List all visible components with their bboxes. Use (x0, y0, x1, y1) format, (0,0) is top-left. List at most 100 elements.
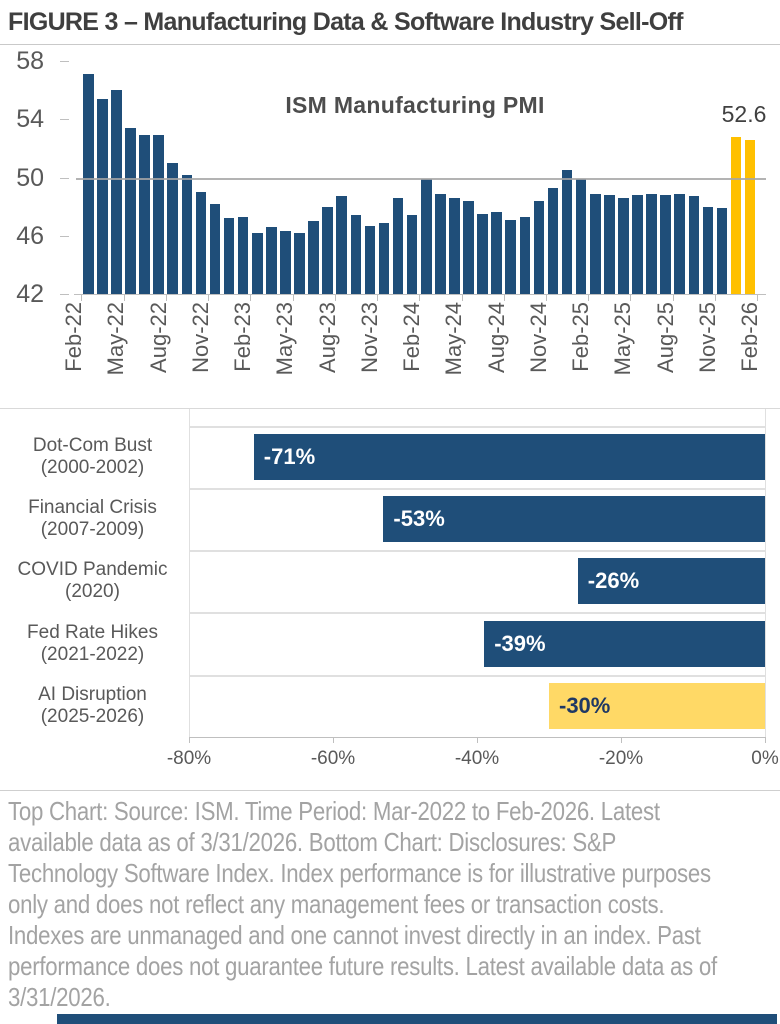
selloff-x-axis-tick (621, 737, 622, 743)
x-axis-tick (334, 294, 336, 301)
y-axis-tick (60, 61, 69, 62)
x-axis-tick (377, 294, 379, 301)
x-axis-tick-label: Feb-24 (399, 302, 425, 390)
x-axis-tick-label: Nov-25 (694, 302, 720, 390)
pmi-bar (688, 196, 700, 294)
x-axis-tick-label-text: Feb-22 (61, 302, 87, 372)
selloff-bar (253, 433, 765, 480)
selloff-bar-value-label: -53% (393, 506, 445, 532)
pmi-bar (294, 232, 305, 294)
selloff-x-axis-tick-label: 0% (751, 748, 779, 769)
pmi-bar (251, 232, 263, 294)
selloff-x-axis-tick (333, 737, 334, 743)
selloff-x-axis-tick (189, 737, 190, 743)
pmi-bar (364, 225, 376, 294)
selloff-bar (577, 558, 765, 605)
x-axis-tick (419, 294, 421, 301)
x-axis-tick-label: Aug-23 (315, 302, 340, 390)
row-separator (189, 674, 765, 677)
y-axis-tick (60, 177, 69, 179)
pmi-bar (575, 178, 587, 294)
x-axis-tick-label-text: Nov-25 (694, 302, 720, 373)
pmi-bar (420, 178, 432, 294)
pmi-chart-title: ISM Manufacturing PMI (285, 92, 545, 118)
x-axis-tick-label-text: May-25 (610, 302, 636, 376)
x-axis-tick (714, 294, 716, 301)
x-axis-tick (123, 294, 125, 301)
category-label: AI Disruption (2025-2026) (38, 683, 147, 727)
selloff-x-axis-tick-label: -80% (166, 748, 212, 769)
row-separator (189, 550, 765, 553)
pmi-bar (660, 194, 671, 294)
x-axis-tick-label: Aug-22 (145, 302, 171, 390)
selloff-x-axis-tick (477, 737, 478, 743)
x-axis-tick-label-text: Feb-26 (737, 302, 763, 372)
pmi-bar (111, 90, 122, 294)
pmi-bar (674, 193, 686, 294)
x-axis-tick (250, 294, 252, 301)
y-axis-tick (60, 119, 69, 121)
x-axis-tick-label-text: Aug-24 (483, 302, 509, 373)
pmi-bar (223, 218, 235, 294)
title-divider (0, 44, 780, 45)
x-axis-tick (81, 294, 83, 301)
figure-title: FIGURE 3 – Manufacturing Data & Software… (8, 8, 683, 36)
pmi-bar (646, 193, 657, 294)
selloff-bar-highlighted (549, 682, 765, 729)
x-axis-tick (672, 294, 674, 301)
pmi-bar (463, 200, 474, 294)
selloff-x-axis-tick-label: -40% (454, 748, 500, 769)
pmi-bar (589, 193, 601, 294)
category-label: COVID Pandemic (2020) (17, 559, 168, 603)
pmi-bar (308, 221, 319, 294)
pmi-bar (547, 187, 559, 294)
pmi-bar (167, 162, 179, 294)
selloff-x-axis-tick-label: -60% (310, 748, 356, 769)
pmi-bar (561, 170, 573, 294)
x-axis-tick-label: Nov-22 (188, 302, 213, 390)
pmi-bar-highlighted (730, 136, 742, 294)
x-axis-tick-label-text: Aug-22 (145, 302, 171, 373)
x-axis-tick-label: Feb-22 (61, 302, 87, 390)
x-axis-tick (208, 294, 210, 301)
x-axis-tick-label-text: Aug-25 (652, 302, 678, 373)
category-label: Financial Crisis (2007-2009) (28, 497, 157, 541)
y-axis-tick-label: 50 (16, 163, 44, 192)
pmi-bar (322, 206, 333, 294)
x-axis-tick (588, 294, 590, 301)
pmi-bar (505, 219, 517, 294)
x-axis-tick-label: May-23 (272, 302, 297, 390)
pmi-bar (97, 98, 108, 294)
y-axis-tick-label: 42 (16, 280, 44, 308)
pmi-bar (702, 206, 714, 294)
pmi-bar-highlighted (744, 139, 756, 294)
row-separator (189, 487, 765, 490)
row-separator (189, 612, 765, 615)
x-axis-tick-label-text: Nov-24 (525, 302, 551, 373)
plot-right-border (765, 408, 766, 737)
pmi-bar (280, 231, 291, 294)
selloff-bar-value-label: -39% (494, 630, 546, 656)
footnote-divider (0, 790, 780, 791)
pmi-bar (406, 215, 418, 294)
y-axis-tick-label: 54 (16, 105, 44, 134)
x-axis-tick-label: May-25 (610, 302, 636, 390)
x-axis-tick-label-text: Feb-24 (399, 302, 425, 372)
x-axis-tick-label: May-24 (441, 302, 466, 390)
reference-line-50 (76, 177, 766, 180)
x-axis-tick-label: Nov-24 (525, 302, 551, 390)
selloff-bar-value-label: -30% (559, 692, 611, 718)
pmi-bar (139, 135, 150, 294)
selloff-bar (484, 620, 765, 667)
selloff-bar-value-label: -26% (587, 568, 640, 594)
x-axis-tick-label-text: Feb-25 (568, 302, 594, 372)
pmi-bar (716, 208, 728, 294)
pmi-bar (477, 213, 488, 294)
y-axis-tick (60, 235, 69, 237)
chart-divider (0, 408, 780, 409)
category-label: Fed Rate Hikes (2021-2022) (27, 621, 158, 665)
bottom-accent-bar (57, 1014, 777, 1024)
pmi-bar (237, 216, 249, 294)
selloff-bar (383, 496, 765, 543)
